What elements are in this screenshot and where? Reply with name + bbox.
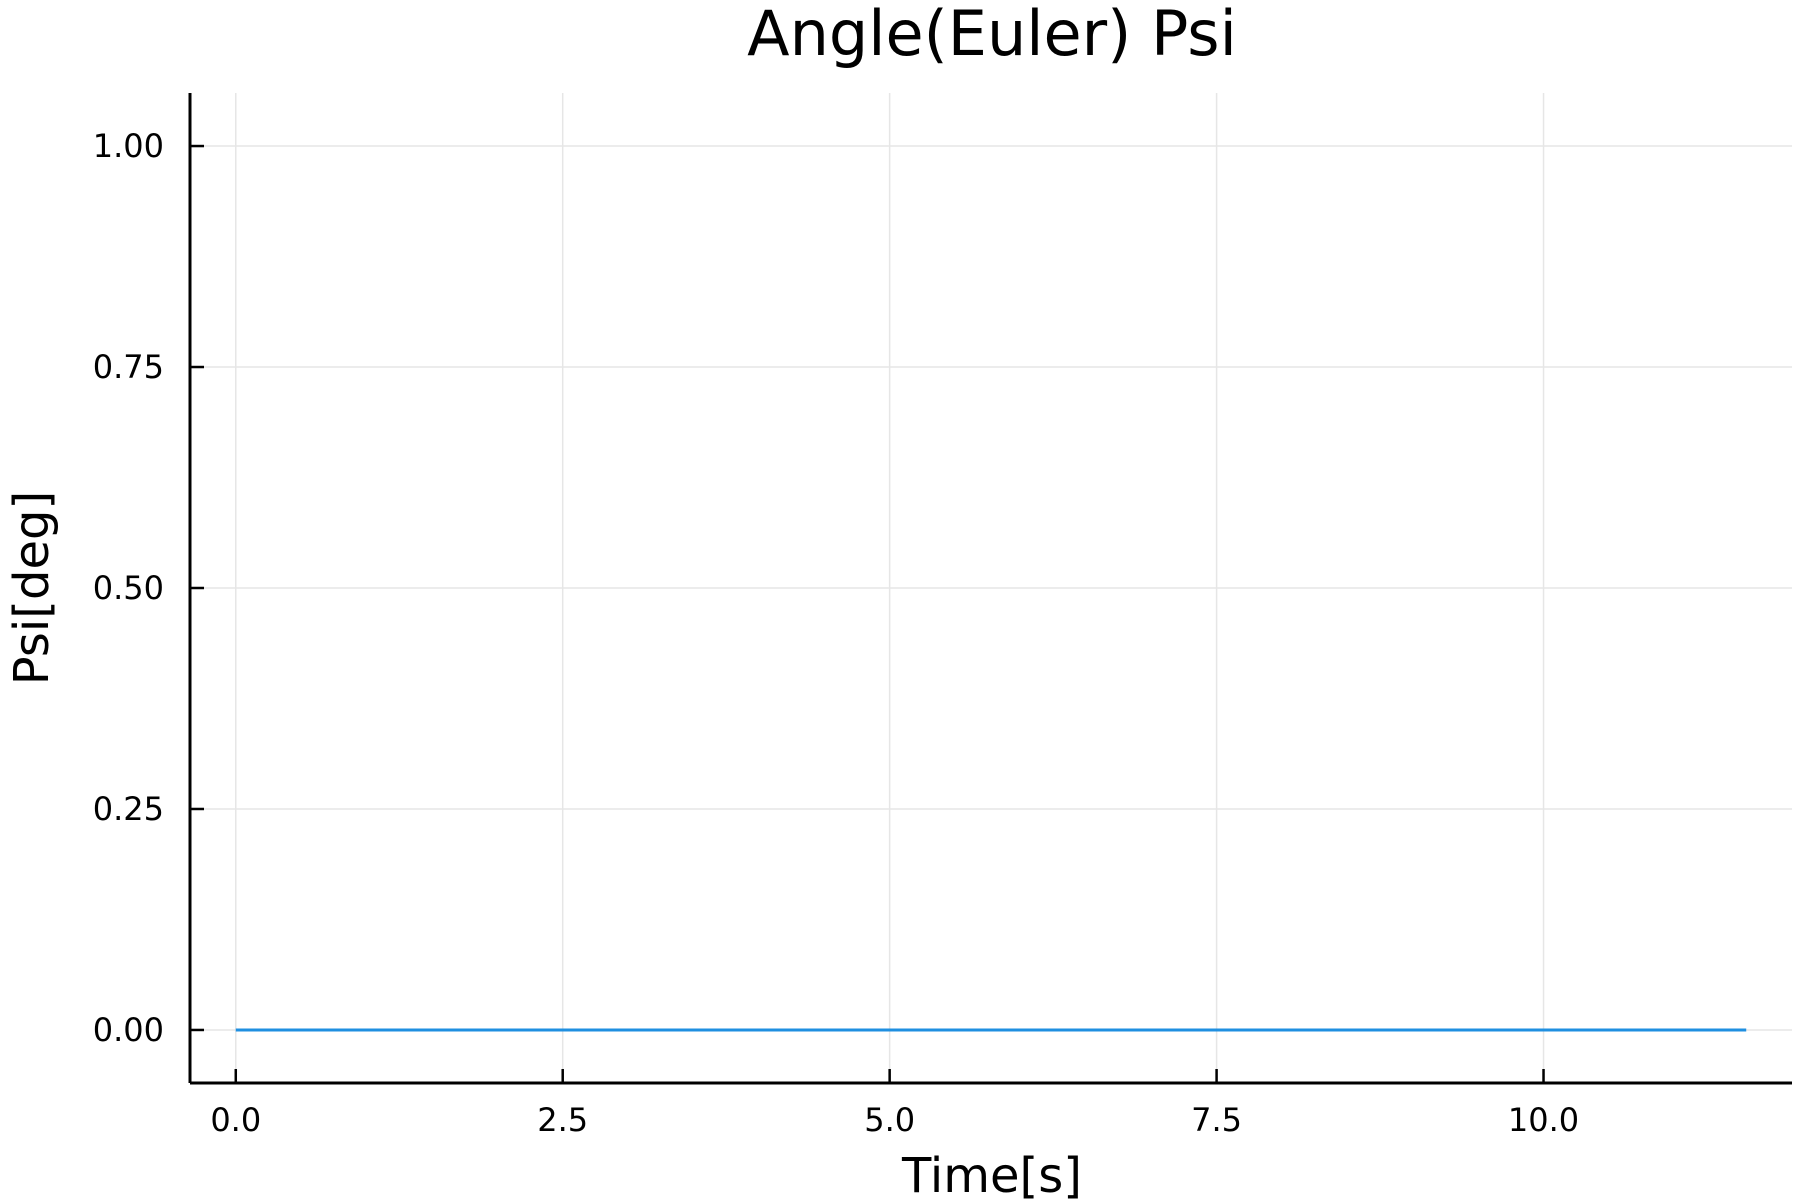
x-tick-label: 0.0	[210, 1101, 261, 1139]
grid	[190, 93, 1792, 1083]
chart-title: Angle(Euler) Psi	[747, 0, 1237, 70]
y-tick-label: 0.00	[93, 1011, 164, 1049]
ticks: 0.0 2.5 5.0 7.5 10.0 0.00 0.25 0.50 0.75 1.00	[93, 127, 1579, 1139]
x-tick-label: 5.0	[864, 1101, 915, 1139]
x-axis-label: Time[s]	[901, 1148, 1082, 1200]
y-tick-label: 0.25	[93, 790, 164, 828]
y-tick-label: 0.50	[93, 569, 164, 607]
y-axis-label: Psi[deg]	[4, 491, 60, 685]
x-tick-label: 2.5	[537, 1101, 588, 1139]
y-tick-label: 1.00	[93, 127, 164, 165]
y-tick-label: 0.75	[93, 348, 164, 386]
x-tick-label: 10.0	[1508, 1101, 1579, 1139]
x-tick-label: 7.5	[1191, 1101, 1242, 1139]
